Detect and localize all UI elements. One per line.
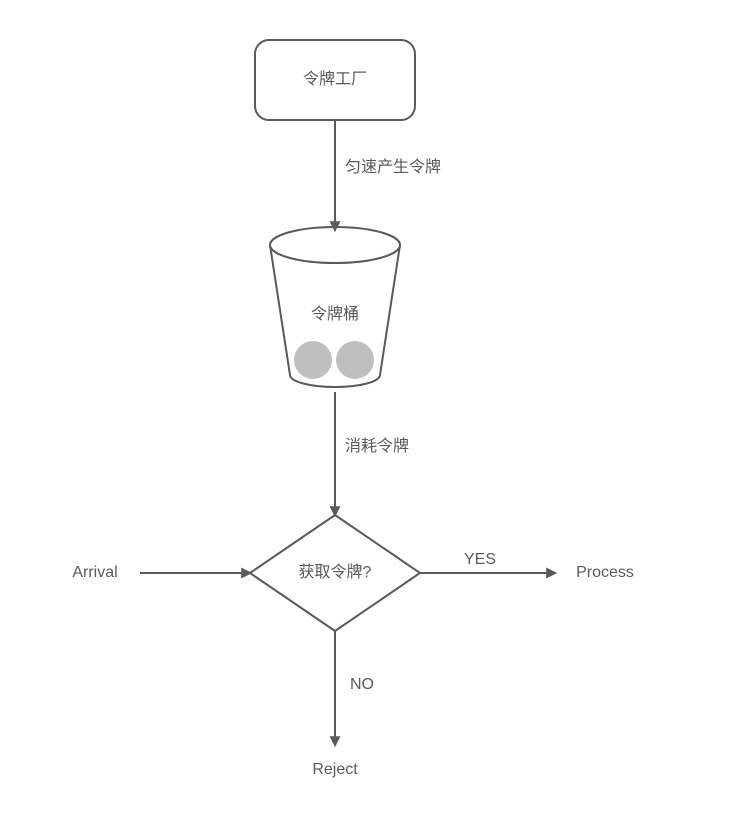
- edge-bucket-decision-label: 消耗令牌: [345, 437, 409, 455]
- token-0: [294, 341, 332, 379]
- process-label: Process: [576, 564, 634, 581]
- decision-label: 获取令牌?: [299, 563, 372, 581]
- arrival-label: Arrival: [72, 564, 117, 581]
- edge-factory-bucket-label: 匀速产生令牌: [345, 158, 441, 176]
- factory-label: 令牌工厂: [303, 70, 367, 88]
- token-1: [336, 341, 374, 379]
- yes-label: YES: [464, 551, 496, 568]
- no-label: NO: [350, 676, 374, 693]
- reject-label: Reject: [312, 761, 358, 778]
- bucket-label: 令牌桶: [311, 305, 359, 323]
- bucket-top: [270, 227, 400, 263]
- flowchart-canvas: 令牌工厂令牌桶获取令牌? Arrival Process Reject 匀速产生令牌消耗…: [0, 0, 734, 817]
